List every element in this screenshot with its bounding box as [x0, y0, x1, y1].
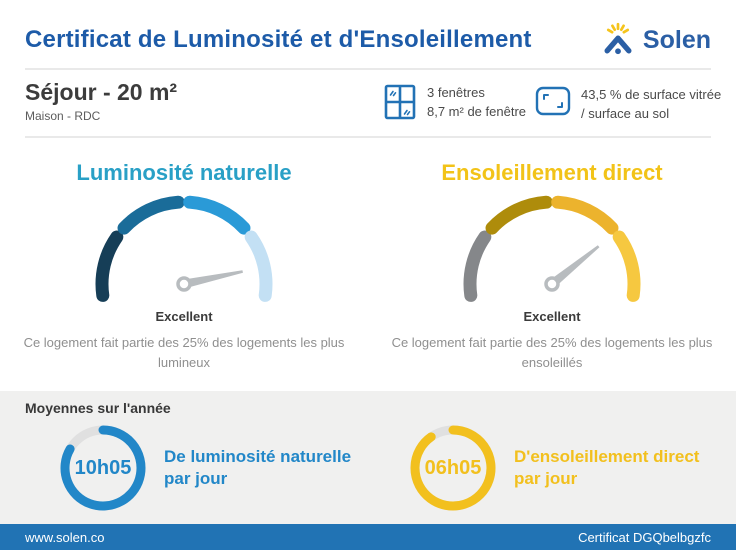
- sunlight-label-line1: D'ensoleillement direct: [514, 447, 700, 466]
- sunlight-label-line2: par jour: [514, 469, 578, 488]
- gauges-section: Luminosité naturelle Excellent Ce logeme…: [0, 150, 736, 373]
- header-divider: [25, 68, 711, 70]
- glazing-text: 43,5 % de surface vitrée / surface au so…: [581, 83, 721, 123]
- brand-logo: Solen: [600, 22, 711, 58]
- gauge-description-sunlight: Ce logement fait partie des 25% des loge…: [391, 335, 713, 370]
- solen-house-sun-icon: [604, 22, 632, 55]
- room-title: Séjour - 20 m²: [25, 79, 178, 105]
- gauge-title-luminosity: Luminosité naturelle: [76, 160, 292, 185]
- gauge-sunlight: Ensoleillement direct Excellent Ce logem…: [368, 150, 736, 373]
- windows-info: 3 fenêtres 8,7 m² de fenêtre: [383, 81, 526, 121]
- footer-certificate-id: Certificat DGQbelbgzfc: [578, 529, 711, 545]
- sunlight-ring-chart: 06h05: [408, 423, 498, 513]
- brand-name: Solen: [642, 25, 711, 54]
- room-subtitle: Maison - RDC: [25, 109, 101, 123]
- average-luminosity-item: 10h05 De luminosité naturelle par jour: [0, 423, 368, 513]
- luminosity-label-line2: par jour: [164, 469, 228, 488]
- luminosity-label-line1: De luminosité naturelle: [164, 447, 352, 466]
- windows-area: 8,7 m² de fenêtre: [427, 104, 526, 119]
- gauge-rating-luminosity: Excellent: [155, 309, 213, 324]
- luminosity-ring-icon: [60, 425, 146, 511]
- footer: www.solen.co Certificat DGQbelbgzfc: [0, 524, 736, 550]
- page-title: Certificat de Luminosité et d'Ensoleille…: [25, 26, 532, 53]
- gauge-description-luminosity: Ce logement fait partie des 25% des loge…: [23, 335, 345, 370]
- window-icon: [384, 84, 416, 120]
- luminosity-gauge-chart: [95, 195, 273, 302]
- sunlight-ring-icon: [410, 425, 496, 511]
- averages-items: 10h05 De luminosité naturelle par jour 0…: [0, 423, 736, 513]
- average-sunlight-item: 06h05 D'ensoleillement direct par jour: [368, 423, 736, 513]
- luminosity-hours-label: De luminosité naturelle par jour: [164, 446, 351, 490]
- sunlight-hours-value: 06h05: [424, 456, 482, 479]
- glazing-ratio-line2: / surface au sol: [581, 106, 670, 121]
- sunlight-hours-label: D'ensoleillement direct par jour: [514, 446, 699, 490]
- footer-site-link[interactable]: www.solen.co: [25, 529, 105, 545]
- glazing-info: 43,5 % de surface vitrée / surface au so…: [535, 83, 721, 123]
- surface-icon: [535, 86, 571, 116]
- sunlight-gauge-chart: [463, 195, 641, 302]
- header: Certificat de Luminosité et d'Ensoleille…: [25, 16, 711, 64]
- gauge-rating-sunlight: Excellent: [523, 309, 581, 324]
- averages-title: Moyennes sur l'année: [25, 400, 171, 416]
- luminosity-ring-chart: 10h05: [58, 423, 148, 513]
- section-divider: [25, 136, 711, 138]
- windows-text: 3 fenêtres 8,7 m² de fenêtre: [427, 81, 526, 121]
- glazing-ratio-line1: 43,5 % de surface vitrée: [581, 87, 722, 102]
- room-info: Séjour - 20 m² Maison - RDC: [25, 79, 177, 123]
- luminosity-hours-value: 10h05: [74, 456, 132, 479]
- gauge-luminosity: Luminosité naturelle Excellent Ce logeme…: [0, 150, 368, 373]
- gauge-title-sunlight: Ensoleillement direct: [441, 160, 663, 185]
- windows-count: 3 fenêtres: [427, 85, 485, 100]
- averages-section: Moyennes sur l'année 10h05 De luminosité…: [0, 391, 736, 524]
